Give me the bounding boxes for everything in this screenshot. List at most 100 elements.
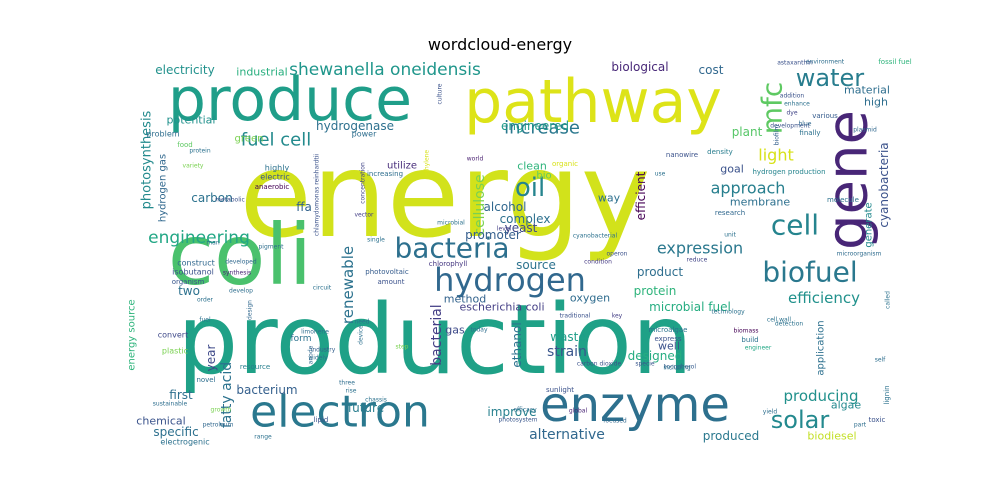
word-bio: bio [536, 171, 551, 182]
word-vector: vector [354, 212, 374, 219]
word-fuel: fuel [199, 317, 211, 324]
word-environment: environment [806, 59, 845, 66]
word-future: future [348, 401, 384, 415]
word-biofuel: biofuel [762, 256, 857, 289]
word-detection: detection [775, 321, 804, 328]
word-density: density [707, 148, 733, 156]
word-first: first [169, 388, 193, 402]
word-hydrogen: hydrogen [434, 261, 586, 299]
word-use: use [655, 171, 666, 178]
word-material: material [844, 84, 890, 97]
word-microbial-fuel: microbial fuel [649, 300, 731, 314]
word-photosystem: photosystem [499, 417, 538, 424]
word-improve: improve [487, 405, 536, 419]
word-yield: yield [763, 409, 778, 416]
word-production: production [177, 284, 692, 396]
word-two: two [178, 284, 200, 298]
word-hydrogen-production: hydrogen production [752, 168, 825, 176]
word-source: source [516, 258, 556, 272]
word-clean: clean [517, 160, 547, 173]
word-including: including [663, 365, 691, 372]
word-nanowire: nanowire [666, 151, 698, 159]
word-complex: complex [500, 212, 551, 226]
word-isobutanol: isobutanol [172, 268, 214, 277]
word-tocopherol: tocopherol [664, 364, 696, 371]
word-technology: technology [711, 309, 745, 316]
word-algae: algae [831, 399, 862, 412]
figure-title: wordcloud-energy [427, 35, 573, 54]
word-plant: plant [732, 125, 763, 139]
word-carbon-dioxide: carbon dioxide [577, 361, 622, 368]
word-utilize: utilize [387, 161, 417, 172]
word-year: year [204, 345, 218, 372]
word-oxygen: oxygen [570, 292, 610, 305]
word-energy: energy [239, 126, 650, 264]
word-light: light [758, 146, 793, 165]
word-yeast: yeast [505, 221, 538, 235]
word-addition: addition [780, 93, 805, 100]
word-cellulose: cellulose [472, 174, 488, 235]
word-efficacy: efficacy [513, 407, 537, 414]
word-device: device [358, 325, 365, 345]
word-range: range [254, 434, 272, 441]
word-enzyme: enzyme [540, 377, 730, 433]
word-high: high [864, 96, 888, 109]
word-method: method [444, 293, 486, 306]
word-express: express [654, 335, 681, 343]
word-application: application [816, 320, 827, 375]
word-today: today [470, 327, 488, 334]
word-concentration: concentration [360, 162, 367, 204]
word-produce: produce [168, 65, 412, 135]
word-enhance: enhance [784, 101, 810, 108]
word-sunlight: sunlight [546, 386, 574, 394]
word-cyanobacteria: cyanobacteria [877, 142, 891, 227]
word-key: key [612, 313, 623, 320]
word-increasing: increasing [367, 170, 403, 178]
word-coli: coli [168, 206, 312, 304]
word-producing: producing [783, 387, 858, 405]
word-cyanobacterial: cyanobacterial [573, 233, 618, 240]
word-ethylene: ethylene [424, 150, 431, 177]
word-cell: cell [771, 209, 819, 242]
word-renewable: renewable [339, 246, 357, 324]
word-developed: developed [225, 259, 257, 266]
word-photovoltaic: photovoltaic [365, 268, 409, 276]
word-expression: expression [657, 239, 743, 258]
word-efficiency: efficiency [788, 289, 860, 307]
word-product: product [637, 265, 683, 279]
word-specific: specific [153, 425, 198, 439]
word-electricity: electricity [155, 63, 214, 77]
word-chlorophyll: chlorophyll [429, 260, 467, 268]
word-gene: gene [816, 110, 881, 250]
word-circuit: circuit [313, 285, 332, 292]
word-variety: variety [183, 163, 204, 170]
word-photosynthesis: photosynthesis [140, 110, 155, 209]
word-cost: cost [699, 63, 724, 77]
word-microalgae: microalgae [649, 326, 688, 334]
word-green: green [235, 134, 264, 145]
word-limonene: limonene [301, 329, 329, 336]
word-dye: dye [786, 110, 797, 117]
word-chemical: chemical [136, 415, 185, 428]
word-level: level [497, 226, 512, 233]
word-blue: blue [799, 121, 812, 128]
word-focused: focused [603, 418, 627, 425]
word-convert: convert [158, 331, 188, 340]
word-way: way [598, 192, 621, 205]
word-alternative: alternative [529, 427, 605, 443]
word-fatty-acid: fatty acid [219, 362, 235, 428]
word-efficient: efficient [634, 171, 648, 220]
word-reduce: reduce [687, 257, 708, 264]
word-specie: specie [635, 361, 655, 368]
word-anaerobic: anaerobic [255, 183, 290, 191]
word-protein: protein [634, 284, 677, 298]
word-condition: condition [584, 259, 612, 266]
word-pathway: pathway [464, 67, 722, 137]
word-plasmid: plasmid [853, 127, 877, 134]
word-three: three [339, 380, 355, 387]
word-finally: finally [799, 129, 820, 137]
word-chassis: chassis [365, 397, 387, 404]
word-sustainable: sustainable [153, 401, 188, 408]
word-unit: unit [724, 232, 736, 239]
word-promoter: promoter [465, 228, 521, 242]
